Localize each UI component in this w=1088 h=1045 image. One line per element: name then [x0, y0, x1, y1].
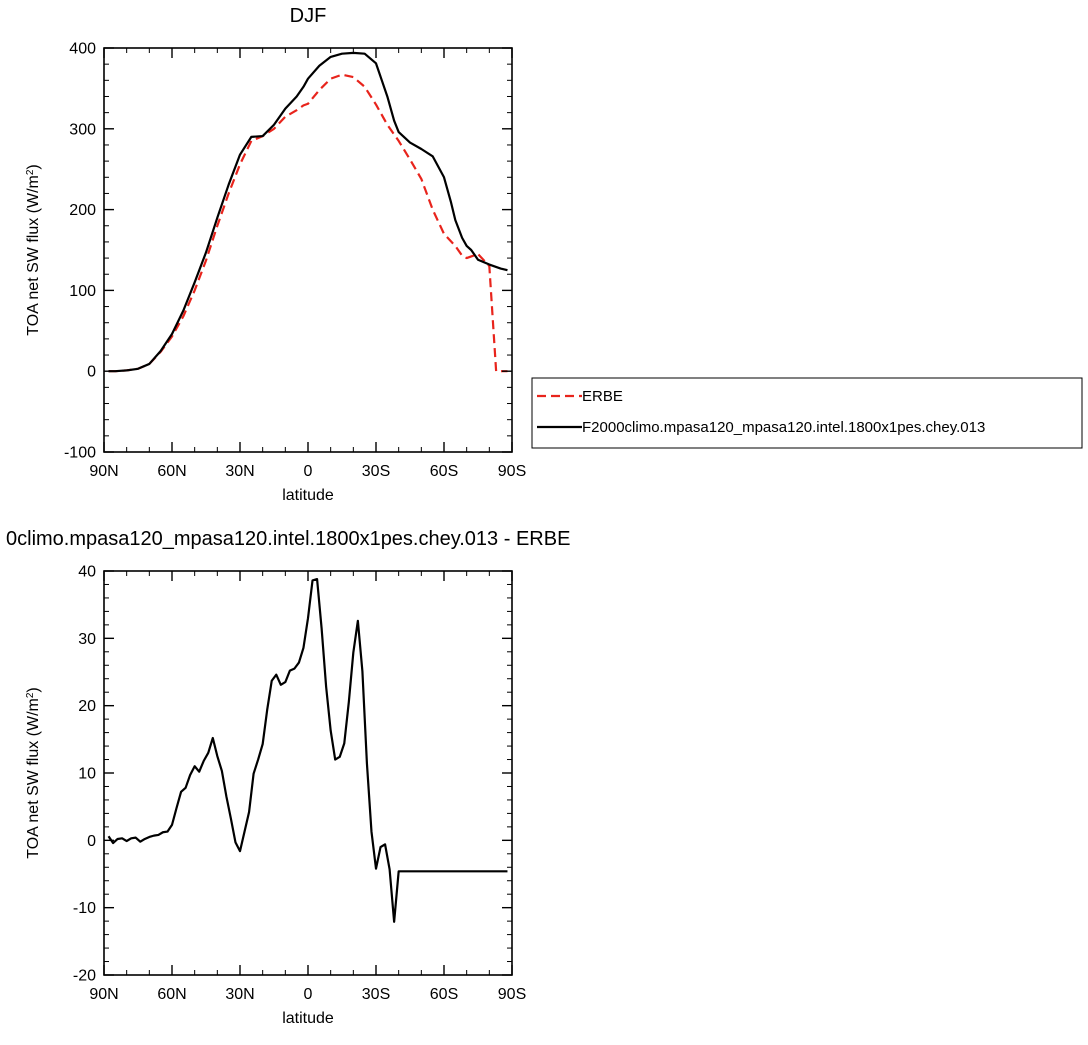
top-chart-plot-frame — [103, 47, 513, 453]
top-chart-series-1-line — [108, 51, 508, 373]
top-chart-x-tick-label: 30S — [362, 463, 390, 480]
bottom-chart-title: 0climo.mpasa120_mpasa120.intel.1800x1pes… — [6, 528, 570, 550]
top-chart-x-tick-label: 0 — [304, 463, 313, 480]
bottom-chart-y-axis-label: TOA net SW flux (W/m2) — [25, 687, 43, 859]
top-chart-y-axis-label: TOA net SW flux (W/m2) — [25, 164, 43, 336]
top-chart-y-tick-label: -100 — [64, 445, 96, 462]
top-chart-legend: ERBE F2000climo.mpasa120_mpasa120.intel.… — [531, 377, 1083, 449]
bottom-chart-x-tick-label: 30S — [362, 986, 390, 1003]
top-ylabel-main: TOA net SW flux (W/m — [25, 175, 42, 336]
bottom-chart-x-tick-label: 90N — [89, 986, 118, 1003]
top-chart-marks: -100 0 100 200 300 400 90N 60N 30N 0 30S 60S 90S — [64, 41, 526, 481]
top-chart-x-axis-label: latitude — [282, 487, 334, 504]
top-chart-y-tick-label: 300 — [69, 121, 96, 138]
top-chart-series-0-line — [108, 73, 508, 373]
top-chart: DJF -100 0 100 200 300 400 90N 60N 30N 0 30S 60S 90S… — [25, 5, 527, 504]
top-chart-y-tick-label: 100 — [69, 283, 96, 300]
bottom-ylabel-sup: 2 — [25, 692, 36, 698]
top-ylabel-close: ) — [25, 164, 42, 169]
top-chart-x-tick-label: 90N — [89, 463, 118, 480]
top-chart-x-tick-label: 60N — [157, 463, 186, 480]
bottom-chart-y-tick-label: 20 — [78, 698, 96, 715]
top-chart-x-tick-label: 30N — [225, 463, 254, 480]
bottom-chart-y-tick-label: -10 — [73, 900, 96, 917]
bottom-chart-y-tick-label: 30 — [78, 631, 96, 648]
bottom-ylabel-close: ) — [25, 687, 42, 692]
bottom-chart: 0climo.mpasa120_mpasa120.intel.1800x1pes… — [6, 528, 570, 1027]
top-chart-y-tick-label: 200 — [69, 202, 96, 219]
bottom-chart-series-0-line — [107, 577, 508, 923]
bottom-chart-marks: -20 -10 0 10 20 30 40 90N 60N 30N 0 30S 60S 90S — [73, 564, 526, 1004]
legend-box — [531, 377, 1083, 449]
bottom-chart-x-tick-label: 60S — [430, 986, 458, 1003]
legend-label-model: F2000climo.mpasa120_mpasa120.intel.1800x… — [582, 419, 985, 436]
bottom-chart-x-axis-label: latitude — [282, 1010, 334, 1027]
bottom-chart-x-tick-label: 30N — [225, 986, 254, 1003]
bottom-chart-x-tick-label: 0 — [304, 986, 313, 1003]
top-chart-y-tick-label: 400 — [69, 41, 96, 58]
bottom-chart-x-tick-label: 60N — [157, 986, 186, 1003]
bottom-chart-y-tick-label: -20 — [73, 968, 96, 985]
top-chart-y-tick-label: 0 — [87, 364, 96, 381]
bottom-ylabel-main: TOA net SW flux (W/m — [25, 698, 42, 859]
bottom-chart-y-tick-label: 40 — [78, 564, 96, 581]
bottom-chart-y-tick-label: 10 — [78, 766, 96, 783]
top-chart-x-tick-label: 90S — [498, 463, 526, 480]
top-chart-title: DJF — [290, 5, 327, 27]
bottom-chart-y-tick-label: 0 — [87, 833, 96, 850]
top-ylabel-sup: 2 — [25, 169, 36, 175]
bottom-chart-x-tick-label: 90S — [498, 986, 526, 1003]
legend-label-erbe: ERBE — [582, 388, 623, 405]
bottom-chart-plot-frame — [103, 570, 513, 976]
top-chart-x-tick-label: 60S — [430, 463, 458, 480]
